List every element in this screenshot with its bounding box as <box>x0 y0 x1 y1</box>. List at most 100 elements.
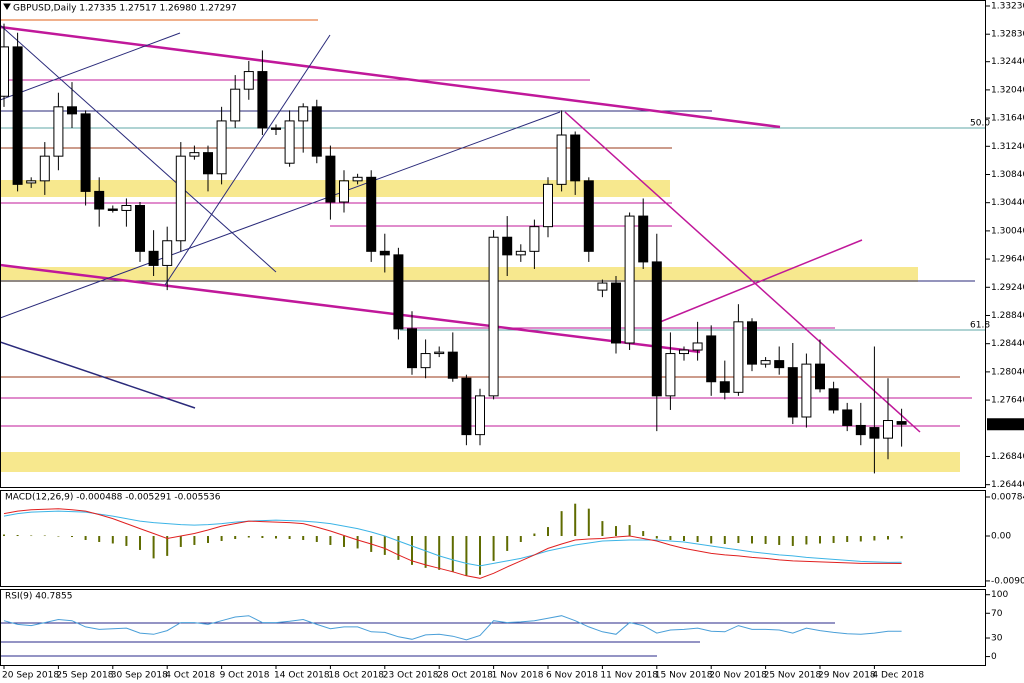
trend-line <box>659 239 863 323</box>
histogram-bar <box>764 536 767 544</box>
histogram-bar <box>832 536 835 543</box>
histogram-bar <box>751 536 753 544</box>
histogram-bar <box>3 534 5 537</box>
chart-title: GBPUSD,Daily 1.27335 1.27517 1.26980 1.2… <box>13 4 237 14</box>
x-tick-label: 9 Oct 2018 <box>220 671 270 681</box>
histogram-bar <box>873 536 876 541</box>
candle-body <box>883 420 893 439</box>
candle-body <box>624 215 635 344</box>
candle-body <box>801 363 812 418</box>
candle-body <box>719 381 730 393</box>
candle-body <box>651 261 662 397</box>
histogram-bar <box>193 536 196 545</box>
histogram-bar <box>601 521 604 537</box>
candle-body <box>447 351 458 379</box>
candle-body <box>747 321 757 365</box>
histogram-bar <box>560 511 563 537</box>
y-tick-label: 100 <box>991 590 1008 600</box>
histogram-bar <box>655 536 658 539</box>
price-label: 1.27297 <box>990 420 1024 430</box>
candle-body <box>515 250 526 256</box>
rsi-panel-border <box>0 589 986 666</box>
candle-body <box>475 395 485 436</box>
histogram-bar <box>710 536 713 544</box>
candle-body <box>203 152 213 175</box>
histogram-bar <box>628 525 631 537</box>
y-tick-label: 1.30840 <box>991 170 1024 180</box>
main-panel-border <box>0 0 986 488</box>
candle-body <box>855 424 866 436</box>
histogram-bar <box>465 536 468 576</box>
candle-body <box>366 176 377 252</box>
histogram-bar <box>57 536 60 537</box>
histogram-bar <box>778 536 781 545</box>
histogram-bar <box>84 536 87 540</box>
y-tick-label: 0.007842 <box>991 493 1024 503</box>
y-tick-label: 1.32830 <box>991 30 1024 40</box>
y-tick-label: 1.26840 <box>991 452 1024 462</box>
candle-body <box>570 134 581 182</box>
histogram-bar <box>343 536 345 547</box>
histogram-bar <box>615 526 617 537</box>
candle-body <box>135 205 145 252</box>
candle-body <box>107 208 118 211</box>
candle-body <box>611 282 621 344</box>
y-tick-label: 30 <box>991 634 1003 644</box>
candle-body <box>774 360 785 369</box>
histogram-bar <box>247 536 250 538</box>
candle-body <box>175 155 186 242</box>
histogram-bar <box>846 536 849 542</box>
x-tick-label: 25 Nov 2018 <box>764 671 822 681</box>
candle-body <box>502 236 513 256</box>
x-tick-label: 20 Nov 2018 <box>709 671 767 681</box>
trend-line <box>0 341 196 409</box>
candle-body <box>638 215 649 263</box>
x-tick-label: 28 Oct 2018 <box>437 671 493 681</box>
y-tick-label: 1.31240 <box>991 142 1024 152</box>
candle-body <box>189 152 200 157</box>
candle-body <box>692 342 703 351</box>
candle-body <box>896 421 907 425</box>
x-tick-label: 15 Nov 2018 <box>655 671 713 681</box>
candle-body <box>257 71 268 129</box>
fib-label: 50.0 <box>970 119 990 129</box>
x-tick-label: 11 Nov 2018 <box>600 671 658 681</box>
price-label-box <box>987 418 1024 431</box>
candle-body <box>284 120 295 164</box>
candle-body <box>39 155 50 182</box>
candle-body <box>488 236 499 397</box>
histogram-bar <box>737 536 740 543</box>
histogram-bar <box>547 527 549 537</box>
histogram-bar <box>288 536 291 539</box>
histogram-bar <box>424 536 427 568</box>
histogram-bar <box>43 535 46 537</box>
fib-label: 61.8 <box>970 321 990 331</box>
histogram-bar <box>152 536 155 559</box>
y-tick-label: 0 <box>991 652 997 662</box>
candle-body <box>543 183 553 228</box>
histogram-bar <box>819 536 821 544</box>
panel-icon <box>3 3 11 10</box>
x-tick-label: 4 Oct 2018 <box>165 671 215 681</box>
candle-body <box>26 180 37 184</box>
histogram-bar <box>492 536 495 561</box>
histogram-bar <box>411 536 413 565</box>
candle-body <box>271 127 281 130</box>
candle-body <box>148 250 159 266</box>
histogram-bar <box>383 536 386 555</box>
histogram-bar <box>179 536 182 547</box>
candle-body <box>80 113 91 192</box>
histogram-bar <box>302 536 305 540</box>
histogram-bar <box>397 536 400 560</box>
histogram-bar <box>356 536 359 549</box>
x-tick-label: 18 Oct 2018 <box>328 671 384 681</box>
histogram-bar <box>111 536 114 544</box>
histogram-bar <box>887 536 889 540</box>
trend-line <box>0 24 277 273</box>
candle-body <box>121 205 132 211</box>
histogram-bar <box>683 536 685 541</box>
y-tick-label: 1.28040 <box>991 367 1024 377</box>
candle-body <box>815 363 825 390</box>
candle-body <box>339 180 349 203</box>
